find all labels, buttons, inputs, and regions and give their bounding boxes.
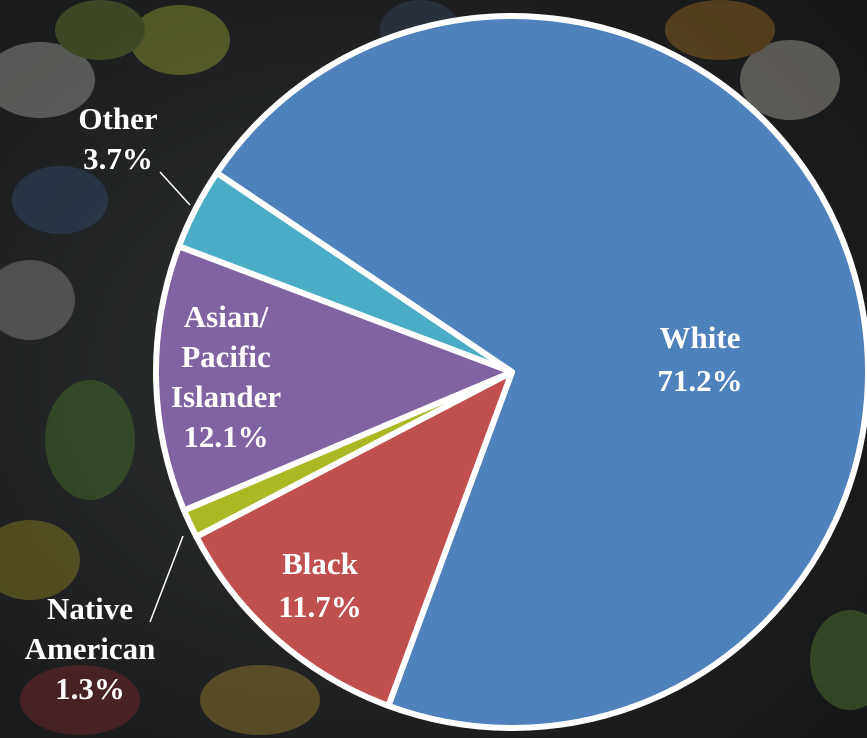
slice-value-label: 12.1% [183,419,268,454]
slice-label-line: White [660,320,741,355]
slice-label: Asian/Pacific Islander [171,299,281,414]
slice-value-label: 11.7% [278,589,362,624]
leader-line [149,535,184,623]
slice-label-line: Islander [171,379,281,414]
slice-label-line: Pacific [181,339,271,374]
slice-label: Black [282,546,359,581]
slice-label: White [660,320,741,355]
slice-label-line: Black [282,546,359,581]
slice-value-label: 1.3% [55,671,125,706]
slice-value-label: 71.2% [657,363,742,398]
pie [153,13,867,731]
slice-label-line: American [25,631,156,666]
pie-slice [193,369,515,709]
pie-slice [153,243,515,514]
slice-label: Native American [25,591,156,666]
slice-label-line: Native [47,591,133,626]
slice-label-line: Asian/ [184,299,269,334]
slice-label: Other [78,101,157,136]
leader-line [159,171,191,206]
pie-slice [213,13,867,731]
slice-value-label: 3.7% [83,141,153,176]
pie-slice [175,169,515,375]
slice-label-line: Other [78,101,157,136]
labels: White 71.2% Black 11.7% Native American 1.3% As… [25,101,743,706]
